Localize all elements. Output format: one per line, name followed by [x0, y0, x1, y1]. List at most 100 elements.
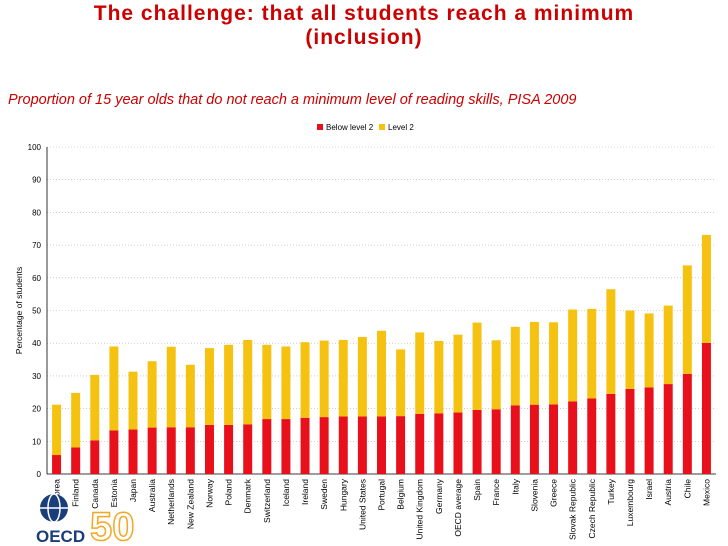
bar-below-level2: [549, 404, 559, 474]
bar-below-level2: [52, 455, 62, 474]
y-axis-label: Percentage of students: [14, 267, 24, 354]
x-tick-label: Luxembourg: [625, 479, 635, 527]
bar-level2: [109, 346, 119, 431]
bar-below-level2: [300, 417, 310, 474]
bar-level2: [357, 336, 367, 417]
x-tick-label: Japan: [128, 479, 138, 502]
x-tick-label: Ireland: [300, 479, 310, 505]
bar-level2: [415, 332, 425, 414]
legend-label: Level 2: [388, 123, 414, 132]
bar-level2: [453, 334, 463, 413]
bar-level2: [262, 344, 272, 420]
x-tick-label: Norway: [204, 478, 214, 508]
y-tick-label: 0: [37, 470, 42, 479]
legend-swatch: [379, 124, 385, 130]
x-tick-label: Spain: [472, 479, 482, 501]
bar-below-level2: [682, 373, 692, 474]
bar-below-level2: [357, 416, 367, 474]
bar-level2: [71, 392, 81, 448]
bar-below-level2: [166, 427, 176, 474]
x-tick-label: Estonia: [109, 479, 119, 508]
legend-swatch: [317, 124, 323, 130]
bar-level2: [568, 309, 578, 402]
bar-level2: [510, 326, 520, 406]
y-tick-label: 10: [32, 437, 41, 446]
legend-label: Below level 2: [326, 123, 374, 132]
bar-below-level2: [606, 393, 616, 474]
y-tick-label: 100: [28, 143, 42, 152]
bar-level2: [663, 305, 673, 385]
slide-title-line-2: (inclusion): [305, 26, 423, 49]
x-tick-label: Austria: [663, 479, 673, 506]
y-tick-label: 70: [32, 241, 41, 250]
bar-level2: [281, 346, 291, 420]
x-tick-label: United States: [357, 479, 367, 530]
slide-title-line-1: The challenge: that all students reach a…: [93, 2, 635, 25]
bar-below-level2: [224, 424, 234, 474]
y-tick-label: 60: [32, 274, 41, 283]
bar-level2: [606, 289, 616, 394]
oecd-50-logo: OECD 50: [36, 493, 134, 546]
bar-below-level2: [377, 416, 386, 474]
x-tick-label: Slovak Republic: [568, 478, 578, 540]
oecd-logo-text: OECD: [36, 527, 85, 546]
bar-below-level2: [434, 413, 444, 474]
x-tick-label: United Kingdom: [415, 479, 425, 539]
x-tick-label: Turkey: [606, 478, 616, 504]
bar-below-level2: [185, 427, 195, 474]
bar-level2: [625, 310, 635, 389]
bar-level2: [644, 313, 654, 388]
bar-below-level2: [453, 412, 463, 474]
chart-subtitle: Proportion of 15 year olds that do not r…: [8, 92, 577, 108]
bar-below-level2: [625, 388, 635, 474]
x-tick-label: Greece: [549, 479, 559, 507]
bar-below-level2: [510, 405, 520, 474]
x-tick-label: OECD average: [453, 479, 463, 537]
x-tick-label: Israel: [644, 479, 654, 500]
bar-below-level2: [128, 429, 138, 474]
bar-below-level2: [243, 424, 253, 474]
x-tick-label: Canada: [90, 479, 100, 509]
anniversary-number: 50: [90, 505, 134, 546]
bar-level2: [319, 340, 329, 418]
bar-below-level2: [472, 409, 482, 474]
y-tick-label: 90: [32, 176, 41, 185]
bar-below-level2: [204, 424, 214, 474]
bar-level2: [701, 234, 711, 343]
bar-below-level2: [415, 413, 425, 474]
bar-level2: [434, 340, 444, 414]
x-tick-label: Netherlands: [166, 479, 176, 525]
y-tick-label: 40: [32, 339, 41, 348]
x-tick-label: Sweden: [319, 479, 329, 510]
y-tick-label: 20: [32, 405, 41, 414]
bar-below-level2: [319, 417, 329, 474]
bar-level2: [185, 364, 195, 428]
bar-below-level2: [644, 387, 654, 474]
bar-level2: [300, 342, 310, 418]
bar-level2: [491, 340, 501, 410]
x-tick-label: France: [491, 479, 501, 506]
bar-level2: [377, 330, 386, 417]
x-tick-label: Belgium: [396, 479, 406, 510]
x-tick-label: Slovenia: [529, 479, 539, 512]
x-tick-label: Korea: [52, 479, 62, 502]
x-tick-label: Switzerland: [262, 479, 272, 523]
bar-level2: [396, 349, 406, 417]
bar-below-level2: [663, 384, 673, 474]
x-tick-label: Mexico: [701, 479, 711, 506]
bar-level2: [472, 322, 482, 410]
bar-below-level2: [109, 430, 119, 474]
x-tick-label: Iceland: [281, 479, 291, 507]
bar-level2: [128, 371, 138, 430]
y-tick-label: 80: [32, 208, 41, 217]
x-tick-label: Finland: [71, 479, 81, 507]
bar-level2: [338, 339, 348, 417]
x-tick-label: Italy: [510, 478, 520, 494]
bar-below-level2: [262, 419, 272, 474]
x-tick-label: Chile: [682, 479, 692, 499]
y-tick-label: 30: [32, 372, 41, 381]
bar-below-level2: [396, 416, 406, 474]
bar-level2: [549, 322, 559, 405]
bar-below-level2: [587, 398, 597, 474]
